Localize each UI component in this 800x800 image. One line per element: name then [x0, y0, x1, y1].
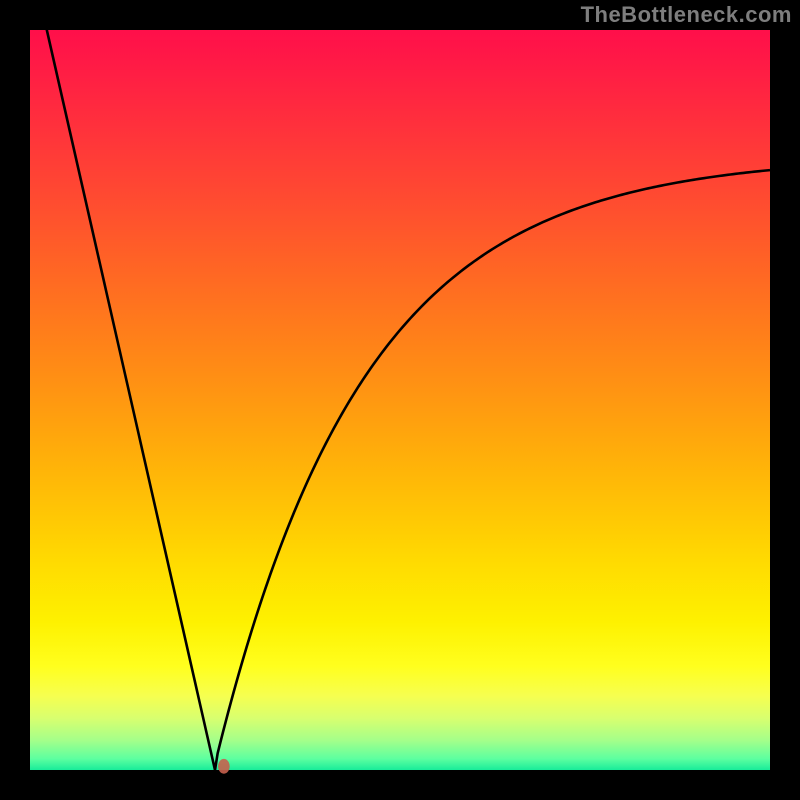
- watermark-text: TheBottleneck.com: [581, 2, 792, 28]
- chart-svg: [0, 0, 800, 800]
- plot-background: [30, 30, 770, 770]
- chart-stage: TheBottleneck.com: [0, 0, 800, 800]
- notch-marker: [218, 759, 230, 774]
